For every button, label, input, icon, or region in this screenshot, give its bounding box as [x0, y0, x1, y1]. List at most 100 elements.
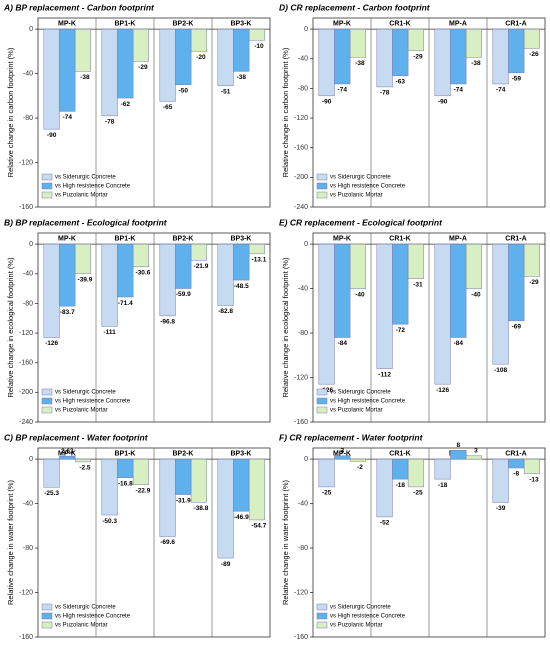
legend-swatch — [316, 397, 328, 405]
y-tick-label: 0 — [304, 26, 308, 33]
value-label: -74 — [496, 87, 506, 94]
value-label: -84 — [338, 340, 348, 347]
bar — [117, 243, 134, 298]
category-label: MP-K — [333, 20, 351, 27]
category-label: BP2-K — [172, 450, 193, 457]
legend-label: vs Puzolanic Mortar — [330, 193, 383, 199]
legend-label: vs High resistence Concrete — [55, 184, 131, 190]
bar — [117, 458, 134, 479]
legend-swatch — [316, 603, 328, 611]
bar — [101, 243, 118, 327]
y-tick-label: -80 — [23, 545, 33, 552]
y-tick-label: 0 — [304, 456, 308, 463]
y-tick-label: -40 — [23, 70, 33, 77]
bar — [248, 458, 266, 521]
legend-swatch — [41, 406, 53, 414]
value-label: -29 — [413, 53, 423, 60]
value-label: -112 — [378, 371, 391, 378]
bar — [101, 458, 118, 516]
legend-label: vs Siderurgic Concrete — [330, 390, 391, 396]
bar — [59, 243, 76, 307]
legend-swatch — [41, 182, 53, 190]
legend-label: vs Siderurgic Concrete — [330, 175, 391, 181]
bar — [318, 458, 335, 488]
y-axis-label: Relative change in carbon footprint (%) — [281, 47, 290, 177]
value-label: -29 — [529, 279, 539, 286]
y-tick-label: -160 — [294, 634, 308, 641]
value-label: -46.9 — [234, 514, 249, 521]
value-label: -78 — [380, 90, 390, 97]
bar — [376, 28, 393, 88]
y-tick-label: -80 — [23, 300, 33, 307]
bar — [233, 243, 250, 281]
value-label: -84 — [454, 340, 464, 347]
value-label: -126 — [45, 340, 58, 347]
y-tick-label: -80 — [298, 330, 308, 337]
y-axis-label: Relative change in ecological footprint … — [281, 257, 290, 398]
bar — [248, 28, 266, 41]
bar — [74, 458, 92, 463]
y-tick-label: 0 — [29, 241, 33, 248]
panel-title: A) BP replacement - Carbon footprint — [3, 2, 155, 12]
value-label: -63 — [396, 79, 406, 86]
y-tick-label: -200 — [19, 389, 33, 396]
y-axis-label: Relative change in water footprint (%) — [281, 479, 290, 605]
legend-swatch — [316, 612, 328, 620]
bar — [376, 243, 393, 369]
y-tick-label: -240 — [19, 419, 33, 426]
y-tick-label: -120 — [19, 159, 33, 166]
category-label: CR1-K — [389, 450, 410, 457]
value-label: -52 — [380, 520, 390, 527]
bar — [434, 458, 451, 480]
y-tick-label: -120 — [19, 330, 33, 337]
legend-swatch — [316, 406, 328, 414]
bar — [392, 243, 409, 325]
value-label: -90 — [47, 132, 57, 139]
value-label: -51 — [221, 89, 231, 96]
bar — [349, 458, 367, 462]
value-label: -20 — [196, 54, 206, 61]
bar — [159, 28, 176, 102]
bar — [217, 28, 234, 87]
bar — [465, 243, 483, 289]
bar — [101, 28, 118, 117]
bar — [465, 455, 483, 460]
value-label: -2.5 — [79, 465, 91, 472]
category-label: MP-A — [449, 235, 467, 242]
value-label: -10 — [254, 43, 264, 50]
value-label: -38.8 — [194, 505, 209, 512]
value-label: 3 — [340, 448, 344, 455]
legend-label: vs Puzolanic Mortar — [330, 623, 383, 629]
bar — [318, 243, 335, 385]
y-tick-label: 0 — [29, 26, 33, 33]
category-label: MP-K — [333, 235, 351, 242]
bar — [248, 243, 266, 255]
category-label: BP2-K — [172, 235, 193, 242]
y-tick-label: 0 — [304, 241, 308, 248]
value-label: -74 — [454, 87, 464, 94]
category-label: BP3-K — [230, 450, 251, 457]
legend-swatch — [41, 621, 53, 629]
panel-title: D) CR replacement - Carbon footprint — [279, 2, 431, 12]
legend-label: vs Puzolanic Mortar — [55, 193, 108, 199]
bar — [74, 243, 92, 274]
legend-label: vs Puzolanic Mortar — [55, 623, 108, 629]
value-label: -2 — [357, 464, 363, 471]
category-label: MP-K — [333, 450, 351, 457]
bar — [43, 458, 60, 488]
value-label: -59.9 — [176, 291, 191, 298]
bar — [407, 458, 425, 488]
legend-swatch — [316, 388, 328, 396]
legend-swatch — [41, 397, 53, 405]
y-tick-label: -80 — [298, 545, 308, 552]
bar — [233, 458, 250, 512]
y-tick-label: -120 — [294, 115, 308, 122]
y-axis-label: Relative change in water footprint (%) — [6, 479, 15, 605]
bar — [349, 243, 367, 289]
value-label: -18 — [438, 482, 448, 489]
value-label: -18 — [396, 482, 406, 489]
value-label: -50.3 — [102, 518, 117, 525]
value-label: -59 — [512, 76, 522, 83]
value-label: -78 — [105, 119, 115, 126]
